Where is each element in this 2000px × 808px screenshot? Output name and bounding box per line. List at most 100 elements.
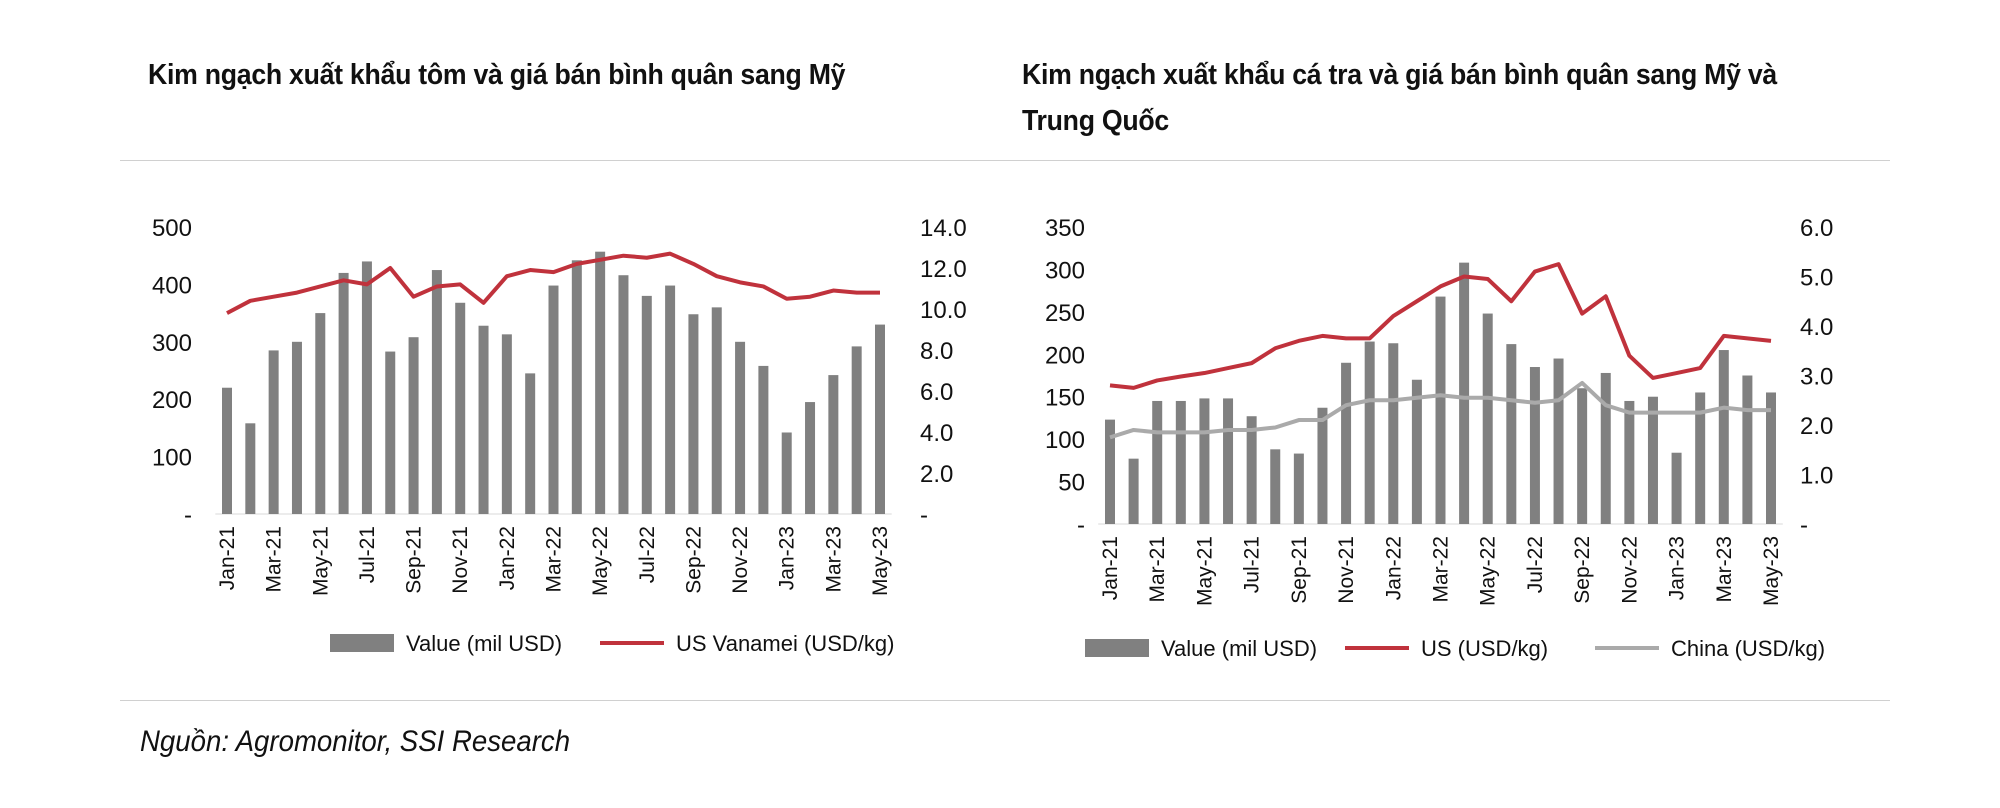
bar	[1482, 313, 1493, 524]
legend-label: US Vanamei (USD/kg)	[676, 631, 894, 656]
left-axis-tick: 50	[1058, 470, 1085, 497]
bar	[1152, 400, 1163, 524]
right-axis-tick: 12.0	[920, 256, 967, 283]
line-china	[1109, 380, 1771, 440]
legend-label: China (USD/kg)	[1671, 636, 1825, 661]
x-axis-tick: Sep-22	[682, 526, 705, 594]
x-axis-tick: Mar-23	[822, 526, 845, 593]
bar	[408, 337, 419, 514]
right-axis-tick: -	[1800, 512, 1808, 539]
bar	[1695, 392, 1706, 524]
left-axis-tick: 500	[152, 215, 192, 242]
left-axis-tick: 200	[152, 387, 192, 414]
bar	[455, 302, 466, 514]
legend-label: Value (mil USD)	[406, 631, 562, 656]
bar	[1317, 407, 1328, 524]
bar	[875, 324, 885, 514]
x-axis-tick: Mar-23	[1713, 536, 1736, 603]
bar	[548, 285, 559, 514]
right-axis-tick: -	[920, 502, 928, 529]
bar	[1529, 367, 1540, 524]
left-axis-tick: 300	[152, 330, 192, 357]
x-axis-tick: May-23	[1760, 536, 1783, 606]
left-axis-tick: 150	[1045, 385, 1085, 412]
legend-swatch	[1085, 639, 1149, 657]
x-axis-tick: Jan-23	[1666, 536, 1689, 600]
x-axis-tick: Nov-22	[1618, 536, 1641, 604]
bar	[1766, 392, 1776, 524]
x-axis-tick: Nov-22	[729, 526, 752, 594]
x-axis-tick: Nov-21	[449, 526, 472, 594]
bar	[1600, 372, 1611, 524]
right-axis-tick: 1.0	[1800, 463, 1833, 490]
bar	[431, 270, 442, 514]
bar	[1128, 458, 1139, 524]
right-axis-tick: 4.0	[920, 420, 953, 447]
x-axis-tick: Jan-21	[1099, 536, 1122, 600]
left-axis-tick: 300	[1045, 257, 1085, 284]
bar	[291, 341, 302, 514]
bar	[735, 341, 746, 514]
bar	[501, 334, 512, 514]
left-axis-tick: 200	[1045, 342, 1085, 369]
right-axis-tick: 8.0	[920, 338, 953, 365]
bar	[1223, 398, 1234, 524]
x-axis-tick: May-22	[1477, 536, 1500, 606]
x-axis-tick: Jul-21	[356, 526, 379, 583]
bar	[1435, 296, 1446, 524]
bar	[361, 261, 372, 514]
bar	[595, 251, 606, 514]
bar	[1411, 379, 1422, 524]
bar	[1199, 398, 1210, 524]
bar	[1270, 449, 1281, 524]
left-axis-tick: 100	[1045, 427, 1085, 454]
chart2-title-line1: Kim ngạch xuất khẩu cá tra và giá bán bì…	[1022, 59, 1777, 91]
bar	[1246, 416, 1257, 524]
bar	[245, 423, 256, 514]
x-axis-tick: May-23	[869, 526, 892, 596]
bar	[571, 260, 582, 514]
x-axis-tick: Sep-21	[1288, 536, 1311, 604]
bar	[758, 365, 769, 514]
bar	[385, 351, 396, 514]
bar	[338, 272, 349, 514]
bar	[618, 275, 629, 514]
top-divider	[120, 160, 1890, 161]
chart2-title-line2: Trung Quốc	[1022, 105, 1169, 137]
bar	[828, 375, 839, 514]
x-axis-tick: May-22	[589, 526, 612, 596]
bar	[1175, 400, 1186, 524]
bar	[222, 387, 232, 514]
bar	[1742, 375, 1753, 524]
x-axis-tick: May-21	[309, 526, 332, 596]
bar	[1671, 452, 1682, 524]
left-axis-tick: 250	[1045, 300, 1085, 327]
x-axis-tick: Jan-22	[1382, 536, 1405, 600]
bar	[1577, 388, 1588, 524]
bar	[688, 314, 699, 514]
chart1-title: Kim ngạch xuất khẩu tôm và giá bán bình …	[148, 59, 846, 91]
x-axis-tick: Nov-21	[1335, 536, 1358, 604]
bottom-divider	[120, 700, 1890, 701]
right-axis-tick: 2.0	[920, 461, 953, 488]
x-axis-tick: Jul-22	[636, 526, 659, 583]
line-us	[226, 251, 880, 315]
bar	[1647, 396, 1658, 524]
right-axis-tick: 6.0	[1800, 215, 1833, 242]
x-axis-tick: Sep-21	[403, 526, 426, 594]
x-axis-tick: Sep-22	[1571, 536, 1594, 604]
bar	[851, 346, 862, 514]
bar	[665, 285, 676, 514]
x-axis-tick: Jul-21	[1241, 536, 1264, 593]
legend-label: US (USD/kg)	[1421, 636, 1548, 661]
left-axis-tick: 100	[152, 445, 192, 472]
bar	[1388, 343, 1399, 524]
bar	[1506, 344, 1517, 524]
bar	[1341, 362, 1352, 524]
right-axis-tick: 3.0	[1800, 364, 1833, 391]
bar	[1105, 419, 1115, 524]
x-axis-tick: Jan-21	[216, 526, 239, 590]
left-axis-tick: 350	[1045, 215, 1085, 242]
